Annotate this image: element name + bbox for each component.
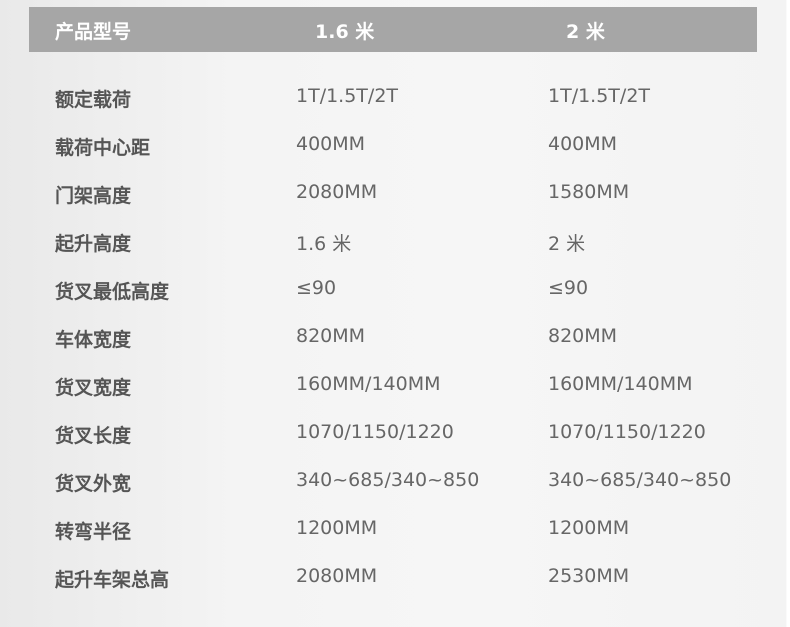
spec-value-1.6m: 1070/1150/1220 — [296, 421, 454, 443]
spec-value-1.6m: 340~685/340~850 — [296, 469, 480, 491]
spec-label: 起升高度 — [55, 233, 132, 255]
spec-value-1.6m: 160MM/140MM — [296, 373, 441, 395]
spec-value-2m: 400MM — [548, 133, 618, 155]
table-row: 车体宽度 820MM 820MM — [0, 325, 790, 355]
spec-label: 载荷中心距 — [55, 137, 151, 159]
spec-label: 货叉最低高度 — [55, 281, 170, 303]
table-row: 起升车架总高 2080MM 2530MM — [0, 565, 790, 595]
spec-value-2m: 1200MM — [548, 517, 630, 539]
spec-value-1.6m: 2080MM — [296, 565, 378, 587]
spec-value-2m: 820MM — [548, 325, 618, 347]
spec-label: 门架高度 — [55, 185, 132, 207]
header-col-2: 2 米 — [566, 21, 605, 43]
table-header: 产品型号 1.6 米 2 米 — [29, 7, 757, 52]
spec-label: 货叉宽度 — [55, 377, 132, 399]
table-row: 载荷中心距 400MM 400MM — [0, 133, 790, 163]
header-label: 产品型号 — [55, 21, 132, 43]
spec-value-1.6m: 1.6 米 — [296, 233, 352, 255]
spec-value-1.6m: 2080MM — [296, 181, 378, 203]
spec-value-2m: 1T/1.5T/2T — [548, 85, 651, 107]
table-row: 起升高度 1.6 米 2 米 — [0, 229, 790, 259]
spec-value-2m: 340~685/340~850 — [548, 469, 732, 491]
spec-value-1.6m: 400MM — [296, 133, 366, 155]
header-col-1: 1.6 米 — [315, 21, 375, 43]
spec-value-2m: 2530MM — [548, 565, 630, 587]
spec-label: 货叉外宽 — [55, 473, 132, 495]
table-row: 转弯半径 1200MM 1200MM — [0, 517, 790, 547]
spec-value-1.6m: 820MM — [296, 325, 366, 347]
table-row: 额定载荷 1T/1.5T/2T 1T/1.5T/2T — [0, 85, 790, 115]
table-row: 货叉长度 1070/1150/1220 1070/1150/1220 — [0, 421, 790, 451]
spec-label: 货叉长度 — [55, 425, 132, 447]
spec-label: 车体宽度 — [55, 329, 132, 351]
table-row: 货叉最低高度 ≤90 ≤90 — [0, 277, 790, 307]
spec-label: 转弯半径 — [55, 521, 132, 543]
spec-value-2m: 1580MM — [548, 181, 630, 203]
spec-value-1.6m: 1200MM — [296, 517, 378, 539]
table-row: 货叉外宽 340~685/340~850 340~685/340~850 — [0, 469, 790, 499]
table-row: 货叉宽度 160MM/140MM 160MM/140MM — [0, 373, 790, 403]
spec-value-2m: 2 米 — [548, 233, 586, 255]
spec-value-2m: ≤90 — [548, 277, 589, 299]
table-row: 门架高度 2080MM 1580MM — [0, 181, 790, 211]
spec-value-2m: 1070/1150/1220 — [548, 421, 706, 443]
spec-label: 额定载荷 — [55, 89, 132, 111]
spec-label: 起升车架总高 — [55, 569, 170, 591]
spec-value-1.6m: ≤90 — [296, 277, 337, 299]
spec-value-1.6m: 1T/1.5T/2T — [296, 85, 399, 107]
spec-value-2m: 160MM/140MM — [548, 373, 693, 395]
